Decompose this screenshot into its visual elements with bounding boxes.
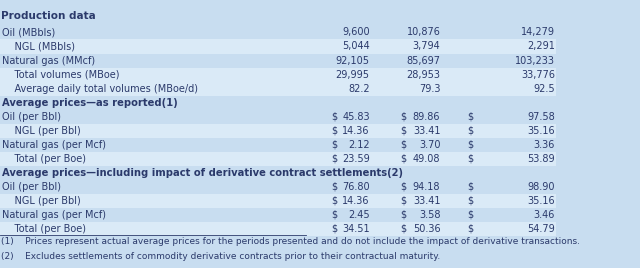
Text: $: $ (331, 196, 337, 206)
Text: Oil (per Bbl): Oil (per Bbl) (2, 112, 61, 122)
Text: 35.16: 35.16 (527, 196, 555, 206)
Text: 14,279: 14,279 (521, 28, 555, 38)
Text: 85,697: 85,697 (406, 55, 440, 65)
Text: $: $ (467, 140, 473, 150)
FancyBboxPatch shape (0, 54, 556, 68)
Text: Total (per Boe): Total (per Boe) (2, 224, 86, 234)
Text: 3,794: 3,794 (413, 42, 440, 51)
Text: $: $ (467, 112, 473, 122)
Text: 33.41: 33.41 (413, 126, 440, 136)
FancyBboxPatch shape (0, 194, 556, 208)
FancyBboxPatch shape (0, 68, 556, 81)
Text: 76.80: 76.80 (342, 182, 370, 192)
Text: $: $ (331, 140, 337, 150)
Text: $: $ (401, 154, 406, 164)
FancyBboxPatch shape (0, 138, 556, 152)
Text: 49.08: 49.08 (413, 154, 440, 164)
Text: 34.51: 34.51 (342, 224, 370, 234)
Text: 2.45: 2.45 (348, 210, 370, 220)
FancyBboxPatch shape (0, 152, 556, 166)
Text: 3.70: 3.70 (419, 140, 440, 150)
FancyBboxPatch shape (0, 96, 556, 110)
Text: $: $ (331, 112, 337, 122)
Text: 29,995: 29,995 (336, 70, 370, 80)
Text: 3.36: 3.36 (534, 140, 555, 150)
Text: 9,600: 9,600 (342, 28, 370, 38)
Text: $: $ (467, 182, 473, 192)
FancyBboxPatch shape (0, 81, 556, 96)
Text: Natural gas (per Mcf): Natural gas (per Mcf) (2, 140, 106, 150)
Text: 94.18: 94.18 (413, 182, 440, 192)
Text: (1)    Prices represent actual average prices for the periods presented and do n: (1) Prices represent actual average pric… (1, 237, 580, 246)
FancyBboxPatch shape (0, 166, 556, 180)
Text: $: $ (401, 182, 406, 192)
Text: 45.83: 45.83 (342, 112, 370, 122)
Text: $: $ (331, 154, 337, 164)
Text: 14.36: 14.36 (342, 126, 370, 136)
Text: 5,044: 5,044 (342, 42, 370, 51)
Text: 54.79: 54.79 (527, 224, 555, 234)
Text: $: $ (331, 182, 337, 192)
Text: NGL (MBbls): NGL (MBbls) (2, 42, 76, 51)
Text: $: $ (467, 210, 473, 220)
Text: NGL (per Bbl): NGL (per Bbl) (2, 126, 81, 136)
Text: Oil (MBbls): Oil (MBbls) (2, 28, 56, 38)
Text: 23.59: 23.59 (342, 154, 370, 164)
Text: Total (per Boe): Total (per Boe) (2, 154, 86, 164)
FancyBboxPatch shape (0, 39, 556, 54)
Text: 33,776: 33,776 (521, 70, 555, 80)
Text: 50.36: 50.36 (413, 224, 440, 234)
Text: $: $ (401, 196, 406, 206)
Text: 103,233: 103,233 (515, 55, 555, 65)
Text: 35.16: 35.16 (527, 126, 555, 136)
Text: $: $ (331, 210, 337, 220)
Text: Natural gas (per Mcf): Natural gas (per Mcf) (2, 210, 106, 220)
Text: 3.46: 3.46 (534, 210, 555, 220)
Text: 2.12: 2.12 (348, 140, 370, 150)
Text: $: $ (401, 224, 406, 234)
Text: 53.89: 53.89 (527, 154, 555, 164)
Text: $: $ (467, 154, 473, 164)
FancyBboxPatch shape (0, 124, 556, 138)
Text: Average daily total volumes (MBoe/d): Average daily total volumes (MBoe/d) (2, 84, 198, 94)
FancyBboxPatch shape (0, 25, 556, 39)
Text: Production data: Production data (1, 11, 96, 21)
Text: $: $ (467, 196, 473, 206)
Text: Natural gas (MMcf): Natural gas (MMcf) (2, 55, 95, 65)
Text: 92.5: 92.5 (533, 84, 555, 94)
Text: $: $ (401, 140, 406, 150)
FancyBboxPatch shape (0, 180, 556, 194)
Text: 33.41: 33.41 (413, 196, 440, 206)
Text: $: $ (331, 126, 337, 136)
Text: (2)    Excludes settlements of commodity derivative contracts prior to their con: (2) Excludes settlements of commodity de… (1, 252, 440, 261)
Text: 28,953: 28,953 (406, 70, 440, 80)
Text: Total volumes (MBoe): Total volumes (MBoe) (2, 70, 120, 80)
Text: Average prices—as reported(1): Average prices—as reported(1) (2, 98, 178, 107)
FancyBboxPatch shape (0, 222, 556, 236)
Text: $: $ (401, 126, 406, 136)
Text: $: $ (331, 224, 337, 234)
Text: Average prices—including impact of derivative contract settlements(2): Average prices—including impact of deriv… (2, 168, 403, 178)
Text: 92,105: 92,105 (336, 55, 370, 65)
Text: 2,291: 2,291 (527, 42, 555, 51)
Text: 98.90: 98.90 (527, 182, 555, 192)
Text: Oil (per Bbl): Oil (per Bbl) (2, 182, 61, 192)
Text: 97.58: 97.58 (527, 112, 555, 122)
Text: 10,876: 10,876 (406, 28, 440, 38)
FancyBboxPatch shape (0, 208, 556, 222)
Text: 82.2: 82.2 (348, 84, 370, 94)
FancyBboxPatch shape (0, 110, 556, 124)
Text: $: $ (467, 126, 473, 136)
Text: $: $ (401, 210, 406, 220)
Text: 79.3: 79.3 (419, 84, 440, 94)
Text: $: $ (467, 224, 473, 234)
Text: 14.36: 14.36 (342, 196, 370, 206)
Text: 89.86: 89.86 (413, 112, 440, 122)
Text: NGL (per Bbl): NGL (per Bbl) (2, 196, 81, 206)
Text: $: $ (401, 112, 406, 122)
Text: 3.58: 3.58 (419, 210, 440, 220)
